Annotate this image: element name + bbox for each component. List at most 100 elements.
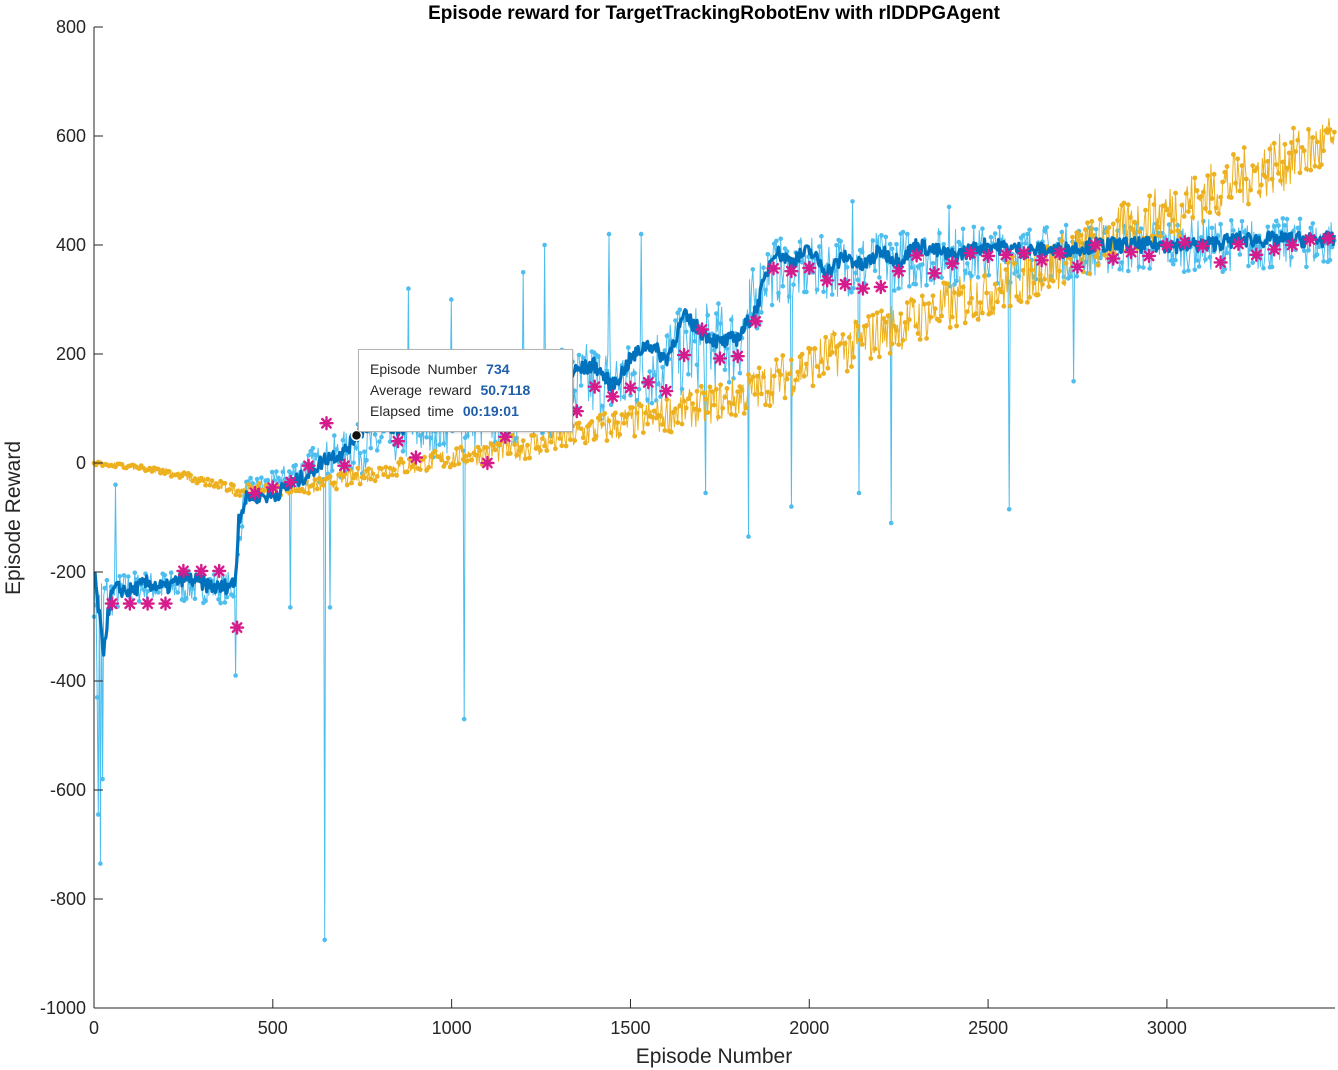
episode-reward-point [799, 259, 805, 265]
episode-q0-point [973, 311, 979, 317]
evaluation-marker [1249, 247, 1264, 262]
evaluation-marker [802, 260, 817, 276]
evaluation-marker [909, 248, 924, 263]
episode-reward-point [141, 587, 146, 592]
episode-q0-point [810, 383, 816, 389]
x-axis-label: Episode Number [636, 1045, 792, 1068]
episode-reward-point [975, 274, 981, 280]
episode-reward-point [883, 234, 889, 240]
episode-q0-point [460, 457, 466, 462]
episode-q0-point [746, 372, 751, 377]
episode-q0-point [784, 376, 790, 382]
episode-q0-point [1179, 202, 1185, 208]
episode-reward-point [606, 231, 612, 237]
episode-q0-point [542, 443, 547, 449]
episode-reward-point [872, 268, 878, 274]
episode-q0-point [286, 489, 292, 495]
y-tick-label: -400 [50, 671, 86, 691]
episode-q0-point [1149, 233, 1155, 239]
episode-q0-point [750, 374, 756, 380]
episode-q0-point [795, 369, 801, 375]
episode-q0-point [793, 377, 799, 383]
episode-reward-point [638, 231, 644, 237]
episode-reward-point [1289, 254, 1294, 260]
episode-reward-point [192, 596, 198, 601]
episode-reward-point [651, 372, 657, 378]
episode-q0-point [724, 386, 730, 391]
episode-reward-point [340, 437, 346, 443]
episode-q0-point [608, 430, 614, 436]
episode-reward-point [905, 231, 910, 237]
episode-reward-point [660, 365, 665, 370]
episode-q0-point [233, 492, 239, 498]
episode-reward-point [780, 283, 786, 289]
episode-q0-point [312, 477, 318, 483]
episode-reward-point [894, 242, 899, 247]
episode-reward-point [329, 468, 335, 473]
episode-q0-point [1314, 139, 1320, 145]
episode-q0-point [445, 455, 451, 461]
episode-q0-point [507, 451, 513, 456]
episode-q0-point [1168, 229, 1174, 235]
episode-q0-point [1233, 180, 1238, 186]
evaluation-marker [1016, 246, 1032, 261]
episode-reward-point [632, 370, 637, 376]
episode-reward-point [274, 469, 279, 474]
episode-reward-point [1023, 241, 1028, 246]
episode-reward-point [859, 250, 865, 255]
episode-q0-point [357, 481, 363, 487]
episode-q0-point [188, 472, 194, 478]
episode-q0-point [392, 467, 397, 473]
evaluation-marker [158, 596, 173, 611]
episode-reward-point [1284, 216, 1290, 222]
episode-q0-point [786, 371, 792, 377]
episode-reward-point [946, 204, 952, 210]
episode-q0-point [645, 421, 650, 427]
evaluation-marker [194, 563, 209, 579]
evaluation-marker [104, 596, 120, 611]
episode-q0-point [1284, 165, 1290, 171]
evaluation-marker [122, 596, 137, 611]
episode-q0-point [851, 354, 856, 360]
episode-q0-point [1018, 299, 1024, 305]
evaluation-marker [784, 264, 799, 279]
evaluation-marker [1231, 236, 1246, 252]
episode-q0-point [651, 408, 657, 414]
episode-reward-point [649, 400, 655, 406]
episode-reward-point [216, 597, 221, 602]
evaluation-marker [748, 314, 763, 329]
episode-q0-point [1125, 202, 1131, 208]
evaluation-marker [1213, 255, 1228, 270]
evaluation-marker [1052, 246, 1067, 261]
episode-q0-point [338, 470, 344, 476]
datatip-value: 734 [486, 361, 510, 377]
episode-q0-point [696, 407, 702, 413]
episode-q0-point [1228, 195, 1234, 200]
episode-q0-point [1076, 239, 1082, 244]
episode-reward-point [265, 477, 271, 483]
evaluation-marker [569, 404, 584, 419]
episode-reward-point [1314, 252, 1320, 257]
episode-q0-point [677, 403, 683, 409]
episode-reward-point [930, 260, 936, 266]
episode-q0-point [1293, 149, 1299, 155]
episode-q0-point [711, 402, 717, 408]
episode-q0-point [1128, 215, 1133, 220]
episode-q0-point [1155, 225, 1161, 230]
x-tick-label: 2500 [968, 1018, 1008, 1038]
episode-q0-point [1267, 146, 1273, 152]
episode-reward-point [980, 226, 985, 231]
episode-reward-point [379, 434, 384, 440]
episode-reward-point [572, 388, 577, 394]
episode-q0-point [222, 480, 228, 486]
episode-reward-point [686, 372, 691, 377]
episode-q0-point [969, 295, 974, 301]
episode-reward-point [233, 673, 238, 678]
episode-q0-point [692, 406, 698, 412]
episode-reward-point [1237, 252, 1243, 257]
episode-reward-point [1136, 264, 1142, 270]
episode-reward-point [714, 311, 719, 316]
episode-q0-point [939, 313, 944, 319]
evaluation-marker [212, 563, 227, 579]
y-tick-label: 400 [56, 235, 86, 255]
